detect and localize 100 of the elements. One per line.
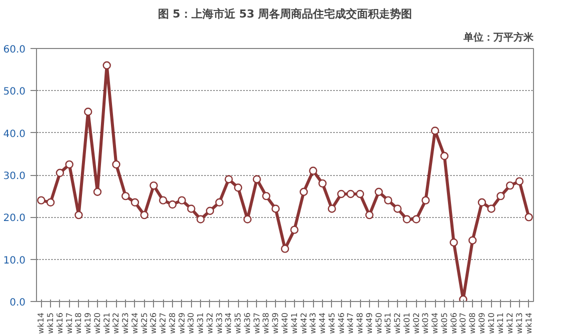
- x-tick-label: wk23: [121, 312, 130, 334]
- point: [140, 210, 148, 220]
- x-tick-label: wk52: [393, 312, 402, 334]
- point: [93, 188, 102, 196]
- point: [384, 196, 392, 204]
- point: [450, 238, 458, 247]
- x-tick-label: wk08: [468, 312, 478, 334]
- point: [196, 215, 205, 224]
- x-tick-label: wk49: [364, 312, 374, 334]
- x-tick-label: wk25: [140, 312, 149, 334]
- chart-subtitle: 单位：万平方米: [462, 32, 534, 44]
- x-tick-label: wk16: [55, 312, 64, 334]
- x-tick-label: wk39: [271, 312, 280, 334]
- point: [215, 198, 224, 206]
- x-tick-label: wk32: [205, 312, 214, 334]
- x-tick-label: wk09: [477, 312, 486, 334]
- point: [506, 181, 514, 190]
- point: [178, 196, 186, 204]
- y-tick-label: 50.0: [3, 86, 26, 98]
- point: [478, 198, 486, 206]
- point: [440, 152, 449, 160]
- x-tick-label: wk22: [112, 312, 121, 334]
- point: [393, 204, 402, 213]
- x-tick-label: wk29: [177, 312, 186, 334]
- x-tick-label: wk20: [92, 312, 102, 334]
- chart-title: 图 5：上海市近 53 周各周商品住宅成交面积走势图: [158, 8, 412, 20]
- x-tick-label: wk38: [262, 312, 271, 334]
- x-tick-label: wk11: [496, 312, 506, 334]
- point: [272, 204, 280, 213]
- point: [130, 198, 140, 206]
- x-tick-label: wk43: [308, 312, 318, 334]
- x-tick-label: wk24: [130, 312, 140, 334]
- x-tick-label: wk01: [402, 312, 412, 334]
- x-tick-label: wk42: [299, 312, 308, 334]
- point: [84, 108, 92, 116]
- x-tick-label: wk06: [449, 312, 458, 334]
- x-tick-label: wk30: [186, 312, 196, 334]
- x-tick-label: wk36: [242, 312, 252, 334]
- x-tick-label: wk48: [356, 312, 365, 334]
- x-tick-label: wk12: [506, 312, 515, 334]
- x-tick-label: wk51: [384, 312, 393, 334]
- y-tick-label: 10.0: [3, 255, 26, 266]
- point: [374, 188, 383, 196]
- point: [356, 190, 364, 198]
- y-tick-label: 60.0: [3, 44, 26, 56]
- point: [112, 160, 120, 169]
- x-tick-label: wk14: [36, 312, 46, 334]
- x-tick-label: wk27: [158, 312, 168, 334]
- point: [150, 181, 158, 190]
- point: [280, 244, 290, 253]
- x-tick-label: wk07: [458, 312, 468, 334]
- x-tick-label: wk28: [168, 312, 177, 334]
- x-tick-label: wk17: [64, 312, 74, 334]
- point: [524, 213, 533, 222]
- y-tick-label: 20.0: [3, 213, 26, 224]
- point: [206, 206, 214, 215]
- point: [459, 295, 468, 302]
- x-tick-label: wk15: [46, 312, 56, 334]
- point: [224, 175, 233, 184]
- point: [168, 200, 177, 209]
- point: [234, 184, 242, 192]
- x-tick-label: wk33: [214, 312, 224, 334]
- point: [318, 179, 327, 188]
- x-tick-label: wk10: [486, 312, 496, 334]
- x-tick-label: wk13: [514, 312, 524, 334]
- point: [496, 192, 505, 200]
- x-tick-label: wk19: [84, 312, 93, 334]
- x-tick-label: wk26: [149, 312, 158, 334]
- x-tick-label: wk05: [440, 312, 449, 334]
- point: [252, 175, 261, 184]
- point: [243, 215, 252, 224]
- x-tick-label: wk18: [74, 312, 84, 334]
- x-tick-label: wk02: [412, 312, 421, 334]
- point: [422, 196, 430, 204]
- point: [487, 204, 496, 213]
- point: [365, 210, 374, 220]
- x-tick-label: wk40: [280, 312, 290, 334]
- point: [300, 188, 308, 196]
- point: [515, 177, 524, 186]
- x-tick-label: wk03: [421, 312, 430, 334]
- x-tick-label: wk44: [318, 312, 328, 334]
- point: [337, 190, 346, 198]
- point: [328, 204, 336, 213]
- point: [158, 196, 168, 204]
- x-tick-label: wk47: [346, 312, 356, 334]
- x-tick-label: wk50: [374, 312, 384, 334]
- x-tick-label: wk46: [336, 312, 346, 334]
- point: [121, 192, 130, 200]
- x-tick-label: wk04: [430, 312, 440, 334]
- point: [65, 160, 74, 169]
- point: [187, 204, 196, 213]
- y-tick-label: 40.0: [3, 128, 26, 140]
- point: [37, 196, 46, 204]
- x-tick-label: wk37: [252, 312, 262, 334]
- point: [468, 236, 477, 244]
- x-tick-label: wk34: [224, 312, 234, 334]
- point: [402, 215, 412, 224]
- point: [346, 190, 355, 198]
- x-tick-label: wk35: [234, 312, 243, 334]
- x-tick-label: wk45: [327, 312, 336, 334]
